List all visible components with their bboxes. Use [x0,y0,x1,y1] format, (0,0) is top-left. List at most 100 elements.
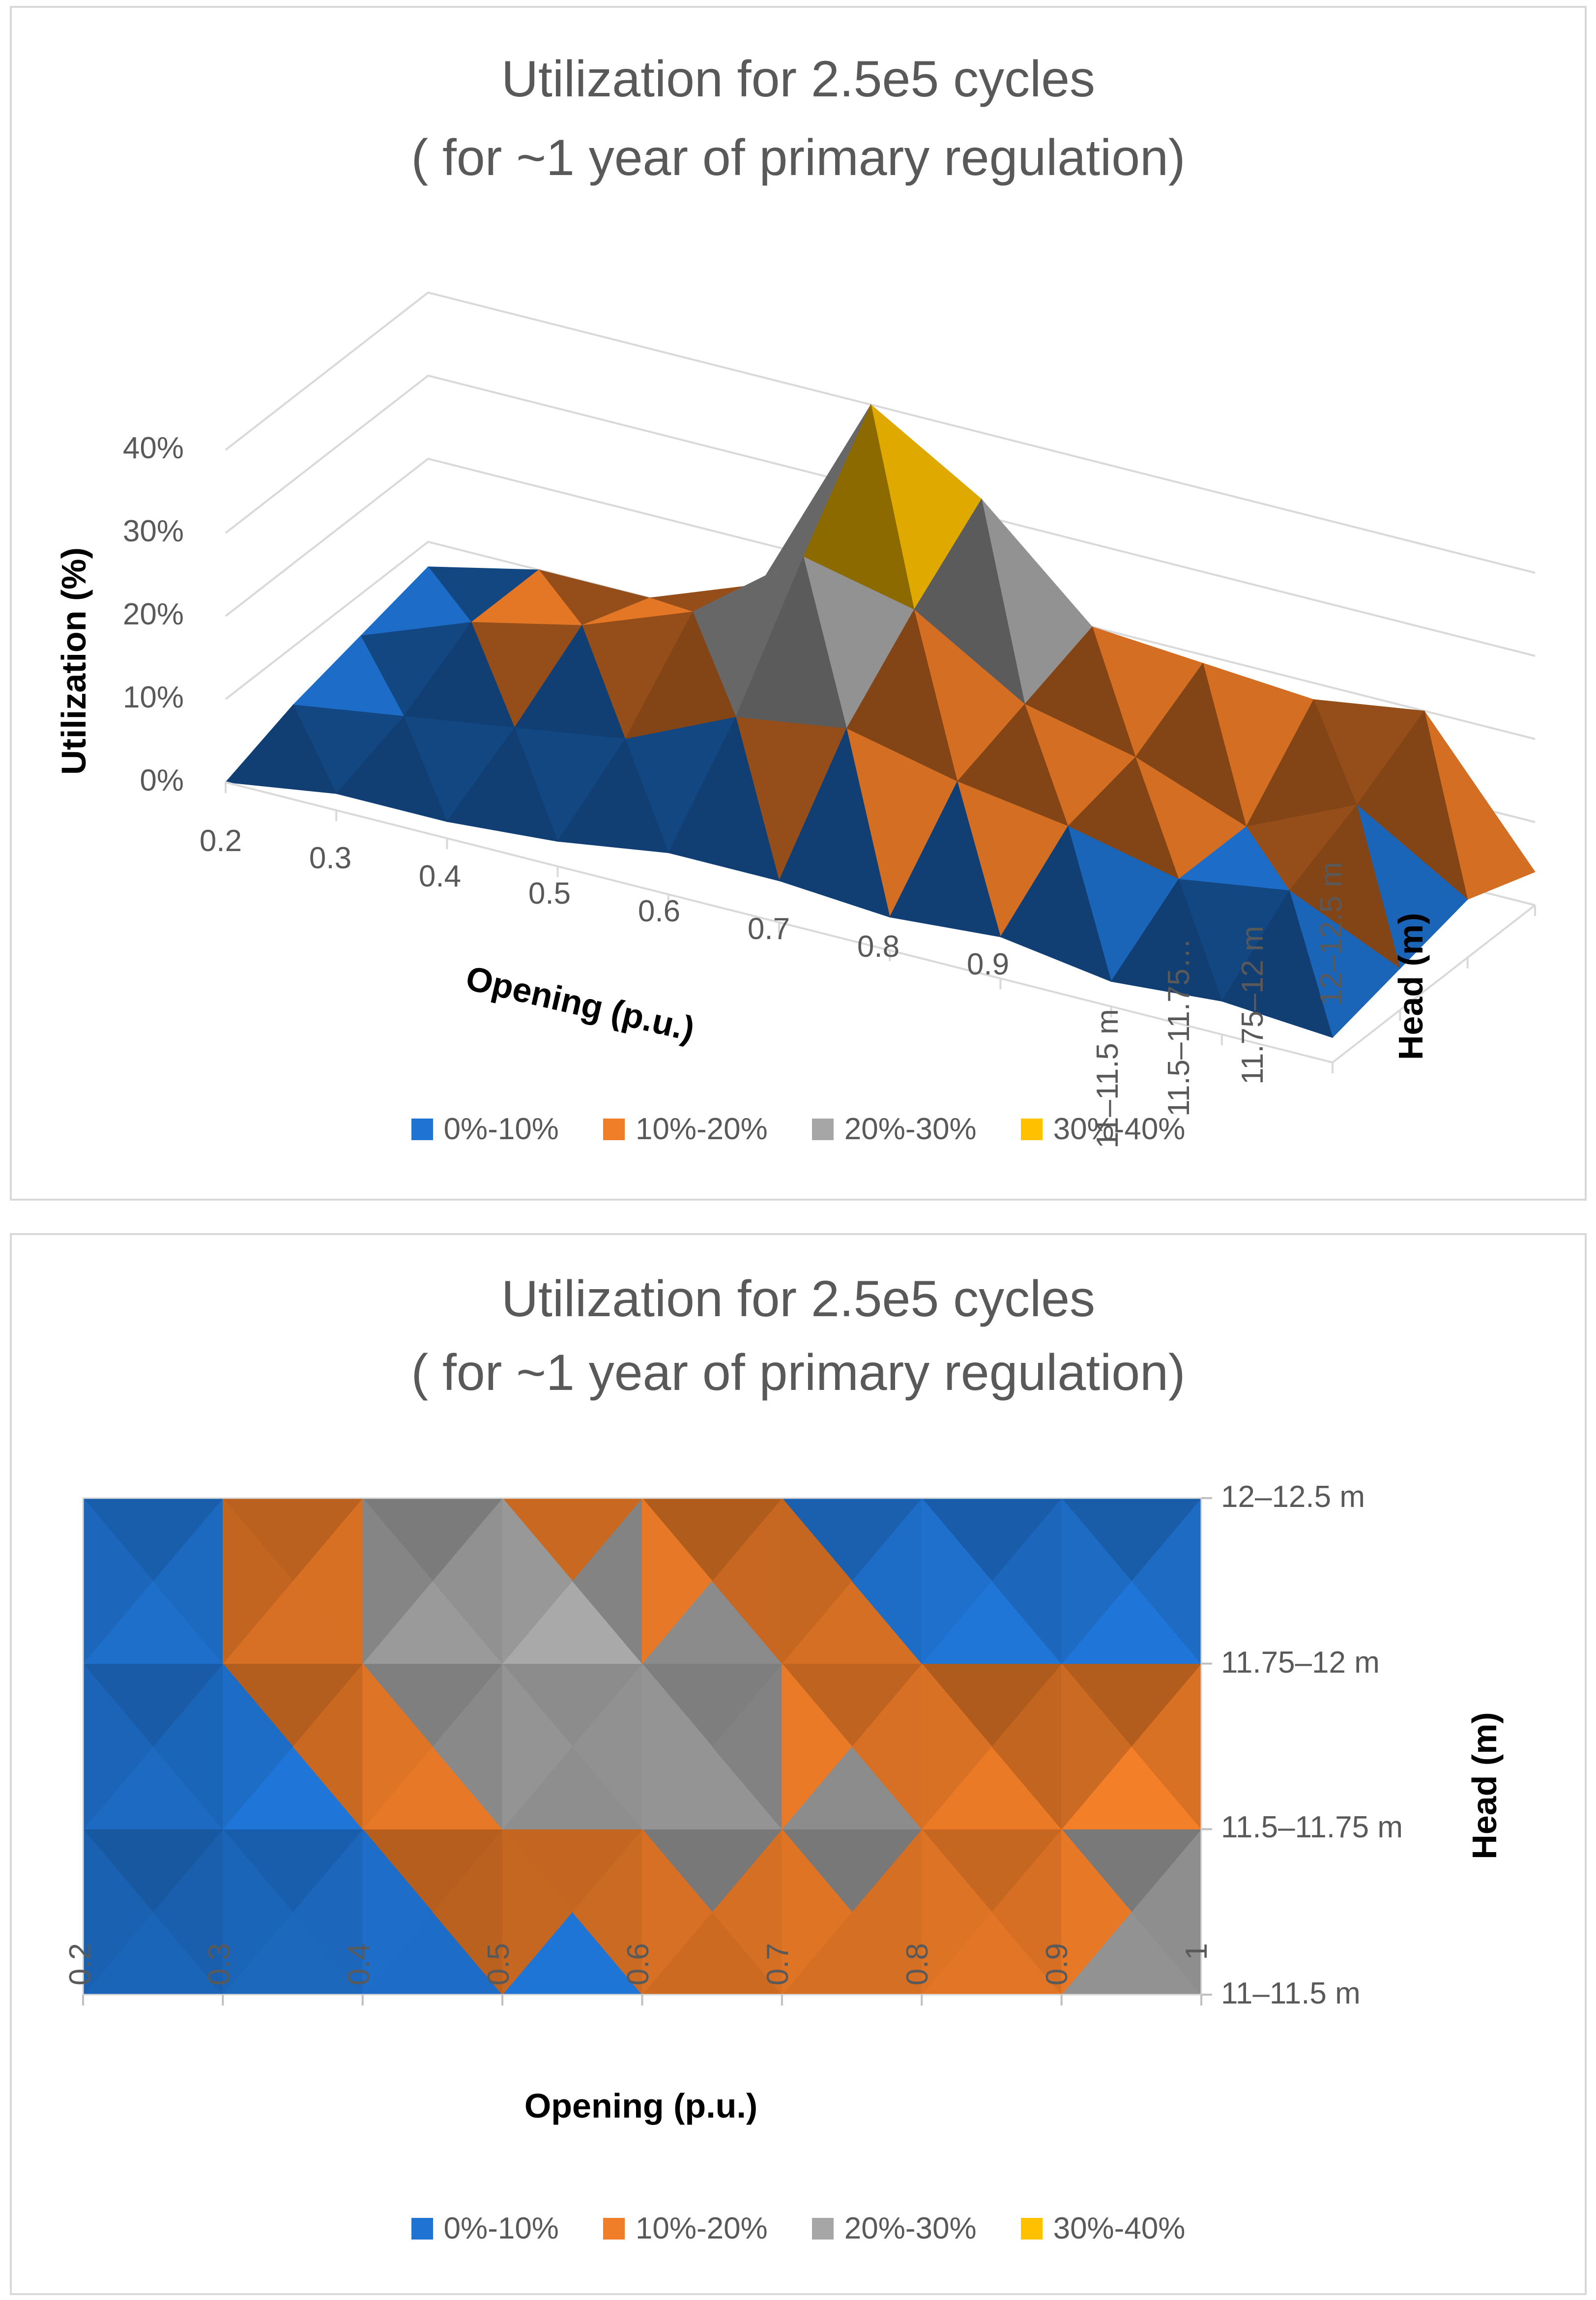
legend-item: 10%-20% [603,2211,768,2246]
contour-facet [502,1497,573,1665]
x-tick-label: 0.7 [761,1943,795,1985]
surface-facet [1110,879,1222,1002]
gridline [225,457,1536,740]
surface-facet [779,728,890,918]
legend-swatch [411,1118,433,1140]
surface-facet [557,738,669,854]
legend-swatch [1020,2217,1043,2240]
y-tick-label: 40% [123,431,184,465]
x-tick-label: 0.6 [621,1943,655,1985]
head-tick-label: 11.5–11.75… [1162,938,1196,1117]
head-tick-label: 11.75–12 m [1221,1646,1380,1680]
contour-facet [921,1497,992,1665]
contour-facet [222,1497,293,1665]
x-tick-label: 0.4 [419,859,461,893]
contour-facet [921,1663,992,1830]
legend-swatch [1020,1118,1043,1140]
chart-title-line2: ( for ~1 year of primary regulation) [411,129,1186,186]
head-tick-label: 11–11.5 m [1091,1009,1125,1149]
contour-facet [642,1828,713,1996]
surface-facet [1221,890,1333,1038]
x-tick-label: 0.3 [203,1943,236,1985]
x-tick-label: 0.9 [1040,1943,1074,1985]
chart-title-line2: ( for ~1 year of primary regulation) [411,1344,1186,1401]
surface-facets [225,404,1536,1038]
surface-facet [446,727,558,842]
x-tick-label: 0.7 [748,912,790,946]
head-tick-label: 11.75–12 m [1236,926,1270,1085]
surface-facet [336,715,448,822]
contour-facet [362,1497,433,1665]
contour-facet [642,1663,713,1830]
legend: 0%-10% 10%-20% 20%-30% 30%-40% [12,2211,1585,2246]
legend-label: 30%-40% [1053,1112,1186,1146]
legend-label: 0%-10% [443,2212,559,2245]
contour-plot: 0.2 0.3 0.4 0.5 0.6 0.7 0.8 0.9 1 11–11.… [63,1480,1504,2125]
legend: 0%-10% 10%-20% 20%-30% 30%-40% [12,1112,1585,1147]
x-tick-label: 0.8 [857,930,900,964]
legend-item: 20%-30% [812,1112,977,1147]
legend-item: 10%-20% [603,1112,768,1147]
x-tick-label: 0.4 [342,1943,376,1985]
legend-label: 10%-20% [635,2212,768,2245]
surface-axes [225,781,1536,1073]
surface-facet [889,781,1001,938]
surface-facet [225,704,337,794]
chart-title-line1: Utilization for 2.5e5 cycles [501,51,1096,108]
contour-facet [642,1497,713,1665]
contour-facet [222,1663,293,1830]
head-tick-label: 12–12.5 m [1221,1480,1365,1514]
contour-facet [782,1663,852,1830]
legend-item: 30%-40% [1020,2211,1186,2246]
legend-item: 20%-30% [812,2211,977,2246]
x-tick-label: 1 [1180,1943,1214,1960]
y-tick-label: 10% [123,680,184,714]
x-tick-label: 0.8 [900,1943,934,1985]
surface-plot: 0% 10% 20% 30% 40% 0.2 0.3 0.4 0.5 0.6 0… [55,291,1536,1149]
legend-swatch [603,1118,625,1140]
gridline [225,291,1536,574]
x-tick-label: 0.6 [638,894,680,928]
legend-swatch [603,2217,625,2240]
contour-facet [222,1828,293,1996]
contour-facet [362,1828,433,1996]
contour-facet [502,1828,573,1996]
gridline [225,374,1536,657]
contour-facet [1061,1497,1132,1665]
surface-facet [1000,826,1112,982]
legend-label: 30%-40% [1053,2212,1186,2245]
y-tick-label: 0% [140,764,184,797]
legend-item: 30%-40% [1020,1112,1186,1147]
x-axis-title: Opening (p.u.) [463,959,698,1049]
x-tick-label: 0.2 [200,824,242,858]
contour-cells [82,1497,1202,1996]
contour-facet [782,1828,852,1996]
x-axis-title: Opening (p.u.) [524,2087,757,2125]
legend-swatch [812,1118,834,1140]
y-axis-title: Utilization (%) [55,547,93,775]
x-tick-label: 0.2 [63,1943,97,1985]
contour-axes [82,1497,1212,2005]
depth-axis-line [1332,904,1536,1063]
contour-facet [362,1663,433,1830]
y-axis-title: Head (m) [1465,1712,1504,1859]
contour-facet [921,1828,992,1996]
contour-facet [1061,1828,1132,1996]
legend-label: 20%-30% [844,1112,977,1146]
z-axis-title: Head (m) [1392,913,1430,1060]
surface-chart-panel: Utilization for 2.5e5 cycles ( for ~1 ye… [10,6,1587,1201]
x-tick-label: 0.9 [967,947,1009,981]
y-tick-label: 30% [123,514,184,548]
legend-label: 10%-20% [635,1112,768,1146]
contour-facet [1061,1663,1132,1830]
x-tick-label: 0.5 [528,877,571,911]
legend-item: 0%-10% [411,1112,559,1147]
head-tick-label: 11–11.5 m [1221,1976,1361,2010]
legend-label: 0%-10% [443,1112,559,1146]
x-tick-label: 0.3 [309,841,351,875]
y-tick-label: 20% [123,597,184,631]
legend-item: 0%-10% [411,2211,559,2246]
legend-swatch [812,2217,834,2240]
legend-swatch [411,2217,433,2240]
legend-label: 20%-30% [844,2212,977,2245]
